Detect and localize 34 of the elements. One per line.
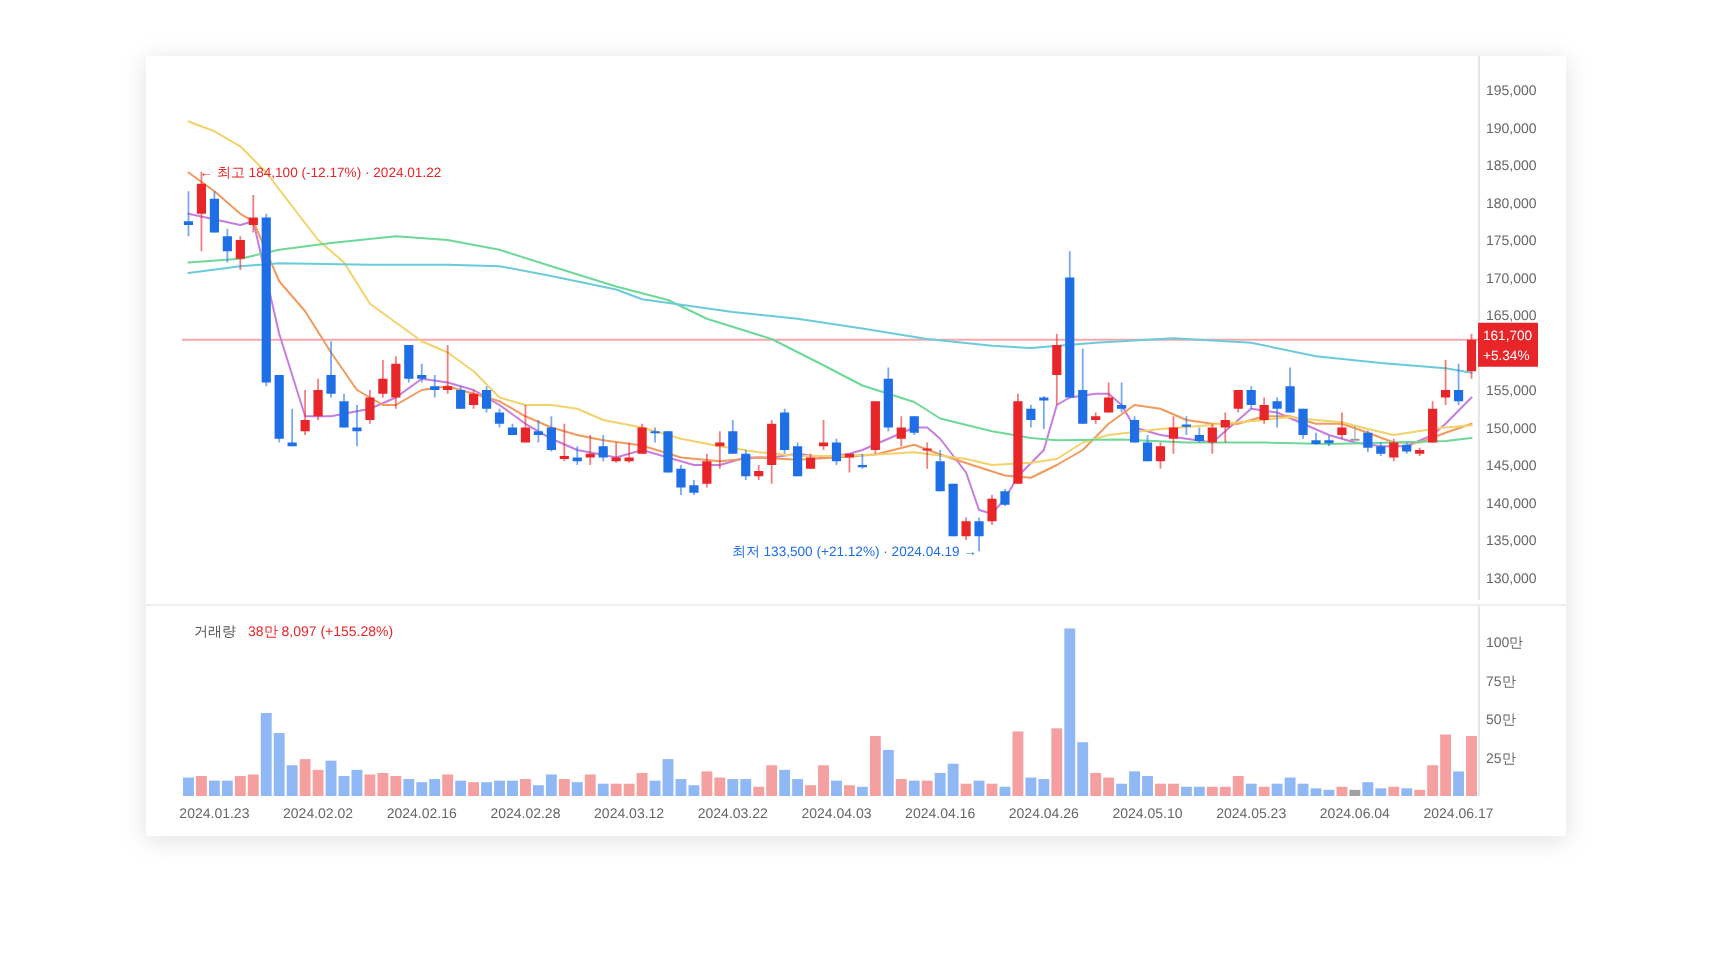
bar bbox=[584, 774, 596, 796]
bar bbox=[1245, 783, 1257, 796]
bar bbox=[908, 780, 920, 796]
bar bbox=[196, 776, 207, 796]
bar bbox=[1466, 736, 1477, 796]
bar bbox=[960, 783, 972, 796]
bar bbox=[571, 782, 583, 796]
bar bbox=[856, 786, 868, 796]
bar bbox=[986, 783, 998, 796]
bar bbox=[1012, 731, 1024, 796]
bar bbox=[831, 780, 842, 796]
candlestick bbox=[1350, 425, 1360, 441]
bar bbox=[921, 780, 933, 796]
bar bbox=[1401, 788, 1413, 796]
line-series bbox=[187, 212, 1473, 515]
bar bbox=[999, 786, 1011, 796]
bar bbox=[468, 782, 480, 796]
bar bbox=[844, 785, 855, 796]
bar bbox=[1349, 789, 1361, 796]
bar bbox=[1388, 786, 1400, 796]
bar bbox=[183, 777, 194, 796]
bar bbox=[895, 779, 907, 796]
bar bbox=[1336, 786, 1348, 796]
bar bbox=[597, 783, 609, 796]
bar bbox=[442, 774, 454, 796]
bar bbox=[1453, 771, 1464, 796]
bar bbox=[520, 779, 531, 796]
bar bbox=[455, 780, 467, 796]
bar bbox=[869, 736, 881, 796]
bar bbox=[1258, 786, 1270, 796]
bar bbox=[882, 749, 894, 796]
bar bbox=[558, 779, 570, 796]
bar bbox=[973, 780, 985, 796]
bar bbox=[1051, 728, 1063, 796]
